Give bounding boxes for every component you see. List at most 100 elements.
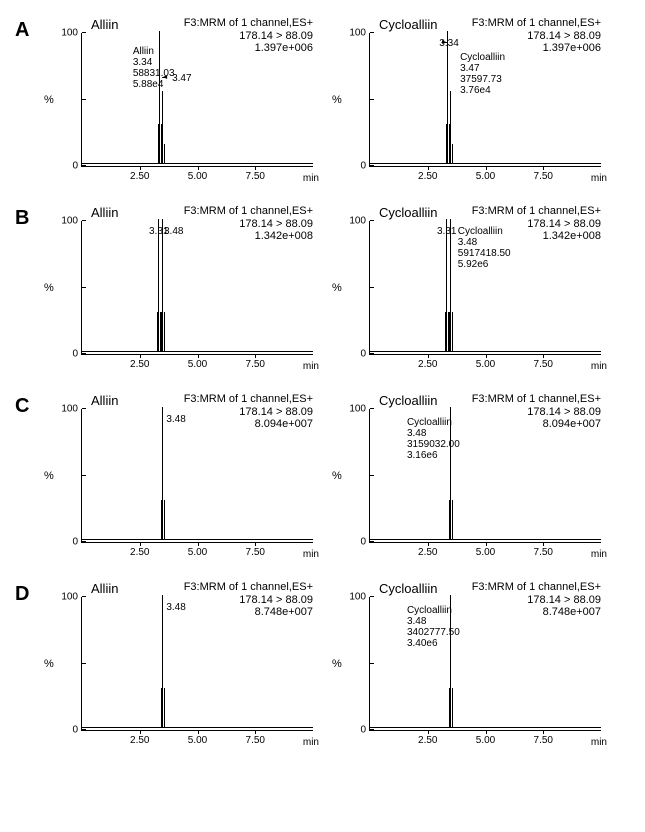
- y-tick-mark: [370, 220, 374, 221]
- y-tick-mark: [370, 99, 374, 100]
- y-tick-label: 100: [52, 404, 78, 415]
- peak-annotation: Cycloalliin3.483159032.003.16e6: [407, 417, 460, 461]
- peak-annotation: Cycloalliin3.485917418.505.92e6: [458, 226, 511, 270]
- y-tick-label: 100: [52, 592, 78, 603]
- chromatogram-figure: AAlliinF3:MRM of 1 channel,ES+178.14 > 8…: [15, 15, 630, 759]
- y-tick-label: 0: [340, 349, 366, 360]
- x-tick-mark: [428, 354, 429, 358]
- chromatogram-panel: CycloalliinF3:MRM of 1 channel,ES+178.14…: [329, 203, 609, 383]
- y-tick-mark: [82, 32, 86, 33]
- y-tick-mark: [82, 165, 86, 166]
- panel-title: Cycloalliin: [379, 581, 438, 596]
- plot-area: 0100%2.505.007.50min3.48: [81, 597, 313, 731]
- plot-area: 0100%2.505.007.50minCycloalliin3.4834027…: [369, 597, 601, 731]
- y-tick-label: 0: [52, 161, 78, 172]
- chromatogram-panel: CycloalliinF3:MRM of 1 channel,ES+178.14…: [329, 15, 609, 195]
- peak-shoulder: [449, 144, 450, 164]
- x-tick-label: 7.50: [534, 171, 553, 182]
- chromatogram-panel: CycloalliinF3:MRM of 1 channel,ES+178.14…: [329, 391, 609, 571]
- x-tick-mark: [543, 354, 544, 358]
- peak-annotation: Cycloalliin3.483402777.503.40e6: [407, 605, 460, 649]
- y-tick-label: 100: [340, 404, 366, 415]
- baseline: [82, 351, 313, 352]
- x-tick-mark: [486, 354, 487, 358]
- y-tick-mark: [82, 541, 86, 542]
- x-tick-label: 2.50: [418, 171, 437, 182]
- x-tick-label: 7.50: [246, 547, 265, 558]
- x-tick-label: 2.50: [418, 547, 437, 558]
- y-tick-mark: [370, 541, 374, 542]
- x-tick-label: 5.00: [188, 547, 207, 558]
- peak-shoulder: [449, 312, 450, 352]
- y-axis-label: %: [44, 470, 54, 482]
- chromatogram-panel: AlliinF3:MRM of 1 channel,ES+178.14 > 88…: [41, 391, 321, 571]
- y-tick-mark: [370, 353, 374, 354]
- panel-title: Alliin: [91, 393, 118, 408]
- x-tick-mark: [255, 354, 256, 358]
- peak-shoulder: [157, 312, 158, 352]
- panel-pair: AlliinF3:MRM of 1 channel,ES+178.14 > 88…: [41, 15, 630, 195]
- peak-annotation: Alliin3.3458831.035.88e4: [133, 46, 175, 90]
- x-tick-label: 5.00: [476, 547, 495, 558]
- y-tick-mark: [370, 287, 374, 288]
- y-tick-label: 0: [52, 725, 78, 736]
- x-tick-label: 2.50: [130, 171, 149, 182]
- y-tick-mark: [370, 165, 374, 166]
- y-tick-label: 0: [340, 725, 366, 736]
- peak-shoulder: [161, 500, 162, 540]
- x-tick-mark: [543, 730, 544, 734]
- y-tick-mark: [370, 32, 374, 33]
- x-tick-label: 5.00: [188, 359, 207, 370]
- x-tick-label: 7.50: [534, 547, 553, 558]
- x-axis-label: min: [303, 549, 319, 560]
- y-tick-mark: [370, 663, 374, 664]
- y-axis-label: %: [332, 282, 342, 294]
- x-tick-mark: [198, 166, 199, 170]
- panel-title: Cycloalliin: [379, 17, 438, 32]
- plot-area: 0100%2.505.007.50minCycloalliin3.4831590…: [369, 409, 601, 543]
- x-axis-label: min: [591, 549, 607, 560]
- baseline: [370, 163, 601, 164]
- y-axis-label: %: [332, 470, 342, 482]
- figure-row: AAlliinF3:MRM of 1 channel,ES+178.14 > 8…: [15, 15, 630, 195]
- y-tick-mark: [82, 99, 86, 100]
- x-tick-mark: [140, 542, 141, 546]
- peak-shoulder: [446, 124, 447, 164]
- x-tick-mark: [428, 166, 429, 170]
- y-tick-mark: [370, 475, 374, 476]
- plot-area: 0100%2.505.007.50min3.313.48: [81, 221, 313, 355]
- x-tick-mark: [543, 542, 544, 546]
- baseline: [82, 163, 313, 164]
- x-tick-mark: [543, 166, 544, 170]
- y-axis-label: %: [44, 658, 54, 670]
- y-tick-mark: [82, 663, 86, 664]
- x-tick-mark: [486, 166, 487, 170]
- x-tick-label: 7.50: [246, 359, 265, 370]
- y-tick-mark: [82, 220, 86, 221]
- row-label: D: [15, 579, 41, 606]
- panel-title: Alliin: [91, 581, 118, 596]
- y-tick-mark: [82, 596, 86, 597]
- peak-shoulder: [452, 144, 453, 164]
- y-tick-label: 0: [52, 537, 78, 548]
- y-tick-label: 100: [52, 216, 78, 227]
- peak-shoulder: [452, 500, 453, 540]
- peak-shoulder: [161, 688, 162, 728]
- x-tick-label: 2.50: [130, 359, 149, 370]
- x-tick-label: 2.50: [130, 735, 149, 746]
- row-label: B: [15, 203, 41, 230]
- plot-area: 0100%2.505.007.50minAlliin3.3458831.035.…: [81, 33, 313, 167]
- x-tick-label: 2.50: [418, 359, 437, 370]
- x-tick-mark: [486, 730, 487, 734]
- baseline: [370, 351, 601, 352]
- plot-area: 0100%2.505.007.50min3.48: [81, 409, 313, 543]
- x-tick-mark: [198, 542, 199, 546]
- panel-title: Cycloalliin: [379, 205, 438, 220]
- y-axis-label: %: [332, 94, 342, 106]
- panel-title: Alliin: [91, 205, 118, 220]
- panel-pair: AlliinF3:MRM of 1 channel,ES+178.14 > 88…: [41, 391, 630, 571]
- x-tick-mark: [428, 542, 429, 546]
- x-axis-label: min: [303, 173, 319, 184]
- y-axis-label: %: [332, 658, 342, 670]
- plot-area: 0100%2.505.007.50minCycloalliin3.4737597…: [369, 33, 601, 167]
